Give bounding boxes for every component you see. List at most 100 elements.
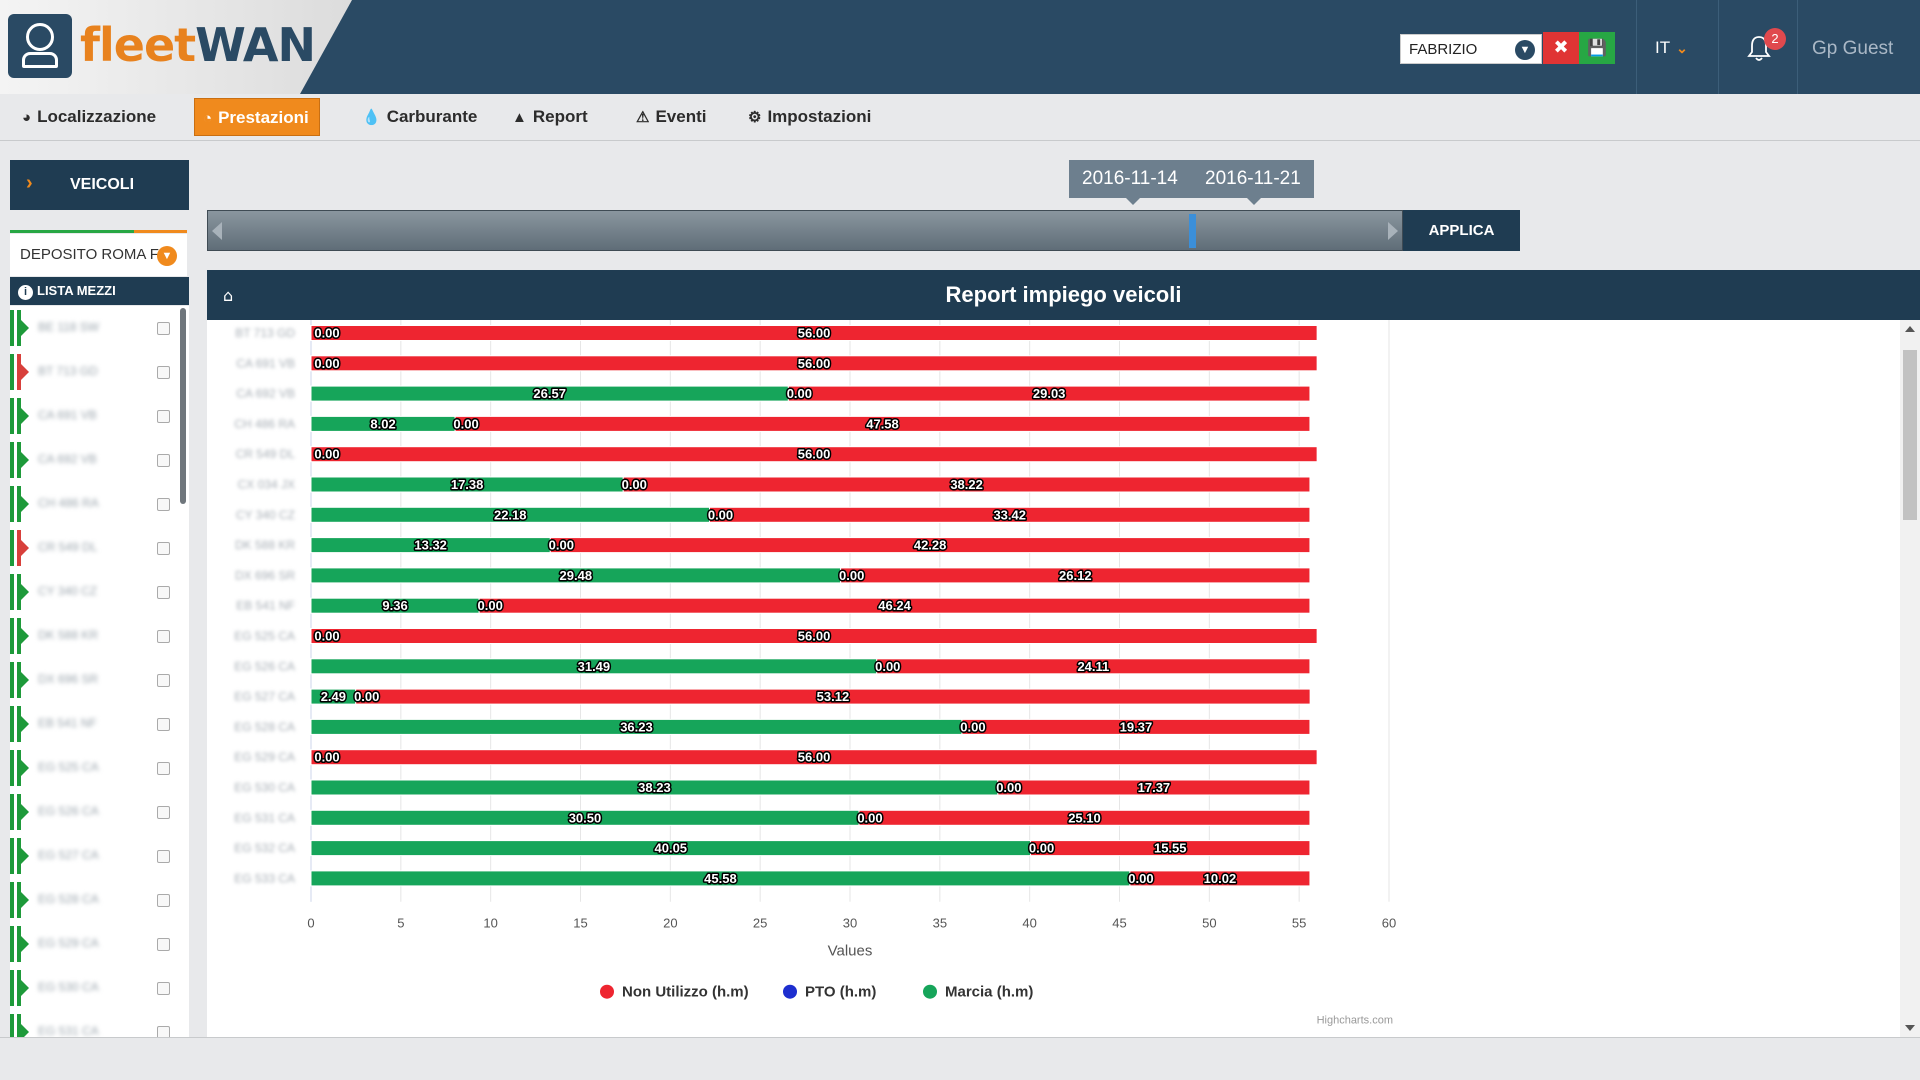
vehicle-checkbox[interactable] [157, 542, 170, 555]
data-label: 15.55 [1154, 841, 1187, 856]
vehicle-list-item[interactable]: BE 118 SW [10, 306, 189, 350]
nav-label: Impostazioni [767, 107, 872, 126]
vehicle-checkbox[interactable] [157, 630, 170, 643]
x-tick-label: 10 [483, 916, 497, 931]
nav-prestazioni[interactable]: ◔ Prestazioni [194, 98, 320, 136]
vehicle-checkbox[interactable] [157, 850, 170, 863]
status-bar [10, 486, 14, 522]
vehicle-checkbox[interactable] [157, 586, 170, 599]
area-chart-icon: ▲ [512, 109, 527, 126]
status-bar [17, 398, 21, 434]
vehicle-checkbox[interactable] [157, 806, 170, 819]
status-bar [10, 706, 14, 742]
status-bar [10, 662, 14, 698]
nav-eventi[interactable]: ⚠ Eventi [628, 98, 716, 136]
vehicle-checkbox[interactable] [157, 454, 170, 467]
vehicle-plate: EG 526 CA [38, 804, 99, 818]
y-tick-label: DK 588 KR [235, 538, 295, 552]
vehicle-checkbox[interactable] [157, 718, 170, 731]
bar-segment [310, 325, 1318, 341]
vehicle-plate: CY 340 CZ [38, 584, 98, 598]
data-label: 56.00 [798, 356, 831, 371]
apply-button[interactable]: APPLICA [1403, 210, 1520, 251]
data-label: 2.49 [321, 689, 346, 704]
vehicle-list-item[interactable]: CH 486 RA [10, 482, 189, 526]
nav-carburante[interactable]: 💧 Carburante [354, 98, 487, 136]
vehicle-list-item[interactable]: CA 692 VB [10, 438, 189, 482]
y-tick-label: BT 713 GD [235, 326, 295, 340]
scroll-down-icon[interactable] [1905, 1025, 1915, 1031]
vehicle-list-item[interactable]: EB 541 NF [10, 702, 189, 746]
pie-chart-icon: ◔ [203, 110, 213, 127]
deposito-select[interactable]: DEPOSITO ROMA F ▼ [10, 234, 187, 276]
vehicle-list-item[interactable]: CA 691 VB [10, 394, 189, 438]
vehicle-list-item[interactable]: EG 527 CA [10, 834, 189, 878]
vehicle-checkbox[interactable] [157, 762, 170, 775]
legend-label: Non Utilizzo (h.m) [622, 984, 749, 1001]
delete-button[interactable]: ✖ [1543, 32, 1579, 64]
vehicle-list-item[interactable]: EG 531 CA [10, 1010, 189, 1037]
vehicle-checkbox[interactable] [157, 894, 170, 907]
data-label: 0.00 [354, 689, 379, 704]
y-tick-label: EG 532 CA [234, 841, 295, 855]
vehicle-list-item[interactable]: DX 696 SR [10, 658, 189, 702]
vehicle-list-item[interactable]: CY 340 CZ [10, 570, 189, 614]
data-label: 29.03 [1033, 386, 1066, 401]
data-label: 42.28 [914, 538, 947, 553]
vehicle-checkbox[interactable] [157, 366, 170, 379]
logo-text: fleetWAN [80, 18, 316, 72]
arrow-left-icon[interactable] [212, 222, 222, 240]
user-select[interactable]: FABRIZIO ▼ [1400, 34, 1542, 64]
legend-marker [600, 984, 614, 999]
logo[interactable]: fleetWAN [0, 0, 352, 94]
language-label: IT [1655, 38, 1671, 57]
veicoli-toggle-button[interactable]: › VEICOLI [10, 160, 189, 210]
language-select[interactable]: IT ⌄ [1655, 38, 1688, 58]
data-label: 0.00 [622, 477, 647, 492]
data-label: 56.00 [798, 750, 831, 765]
data-label: 0.00 [549, 538, 574, 553]
status-bar [10, 794, 14, 830]
vehicle-checkbox[interactable] [157, 410, 170, 423]
scroll-up-icon[interactable] [1905, 326, 1915, 332]
date-range-slider[interactable] [207, 210, 1403, 251]
nav-impostazioni[interactable]: ⚙ Impostazioni [740, 98, 881, 136]
vehicle-list-item[interactable]: EG 525 CA [10, 746, 189, 790]
vehicle-checkbox[interactable] [157, 1026, 170, 1037]
data-label: 26.57 [533, 386, 566, 401]
vehicle-list-item[interactable]: EG 528 CA [10, 878, 189, 922]
data-label: 56.00 [798, 447, 831, 462]
vehicle-list-item[interactable]: EG 529 CA [10, 922, 189, 966]
vehicle-checkbox[interactable] [157, 674, 170, 687]
vehicle-list-item[interactable]: DK 588 KR [10, 614, 189, 658]
bar-segment [858, 809, 1311, 826]
vehicle-checkbox[interactable] [157, 982, 170, 995]
vehicle-list-item[interactable]: CR 549 DL [10, 526, 189, 570]
vehicle-list-item[interactable]: EG 526 CA [10, 790, 189, 834]
data-label: 19.37 [1120, 719, 1153, 734]
y-tick-label: CA 691 VB [236, 356, 295, 370]
bar-segment [1030, 840, 1311, 857]
data-label: 0.00 [314, 750, 339, 765]
vehicle-checkbox[interactable] [157, 938, 170, 951]
report-scrollbar[interactable] [1900, 320, 1920, 1037]
user-name[interactable]: Gp Guest [1812, 38, 1894, 59]
y-tick-label: CX 034 JX [238, 478, 295, 492]
data-label: 0.00 [839, 568, 864, 583]
home-icon[interactable]: ⌂ [223, 286, 234, 305]
vehicle-list-scrollbar[interactable] [180, 308, 186, 504]
vehicle-checkbox[interactable] [157, 498, 170, 511]
vehicle-list-item[interactable]: BT 713 GD [10, 350, 189, 394]
nav-localizzazione[interactable]: ◕ Localizzazione [14, 98, 166, 136]
save-button[interactable]: 💾 [1579, 32, 1615, 64]
scroll-thumb[interactable] [1903, 350, 1917, 520]
slider-selection-handle[interactable] [1189, 214, 1196, 248]
vehicle-plate: EG 530 CA [38, 980, 99, 994]
arrow-right-icon[interactable] [1388, 222, 1398, 240]
data-label: 38.23 [638, 780, 671, 795]
y-tick-label: EG 529 CA [234, 750, 295, 764]
status-bar [17, 662, 21, 698]
vehicle-list-item[interactable]: EG 530 CA [10, 966, 189, 1010]
nav-report[interactable]: ▲ Report [504, 98, 598, 136]
vehicle-checkbox[interactable] [157, 322, 170, 335]
